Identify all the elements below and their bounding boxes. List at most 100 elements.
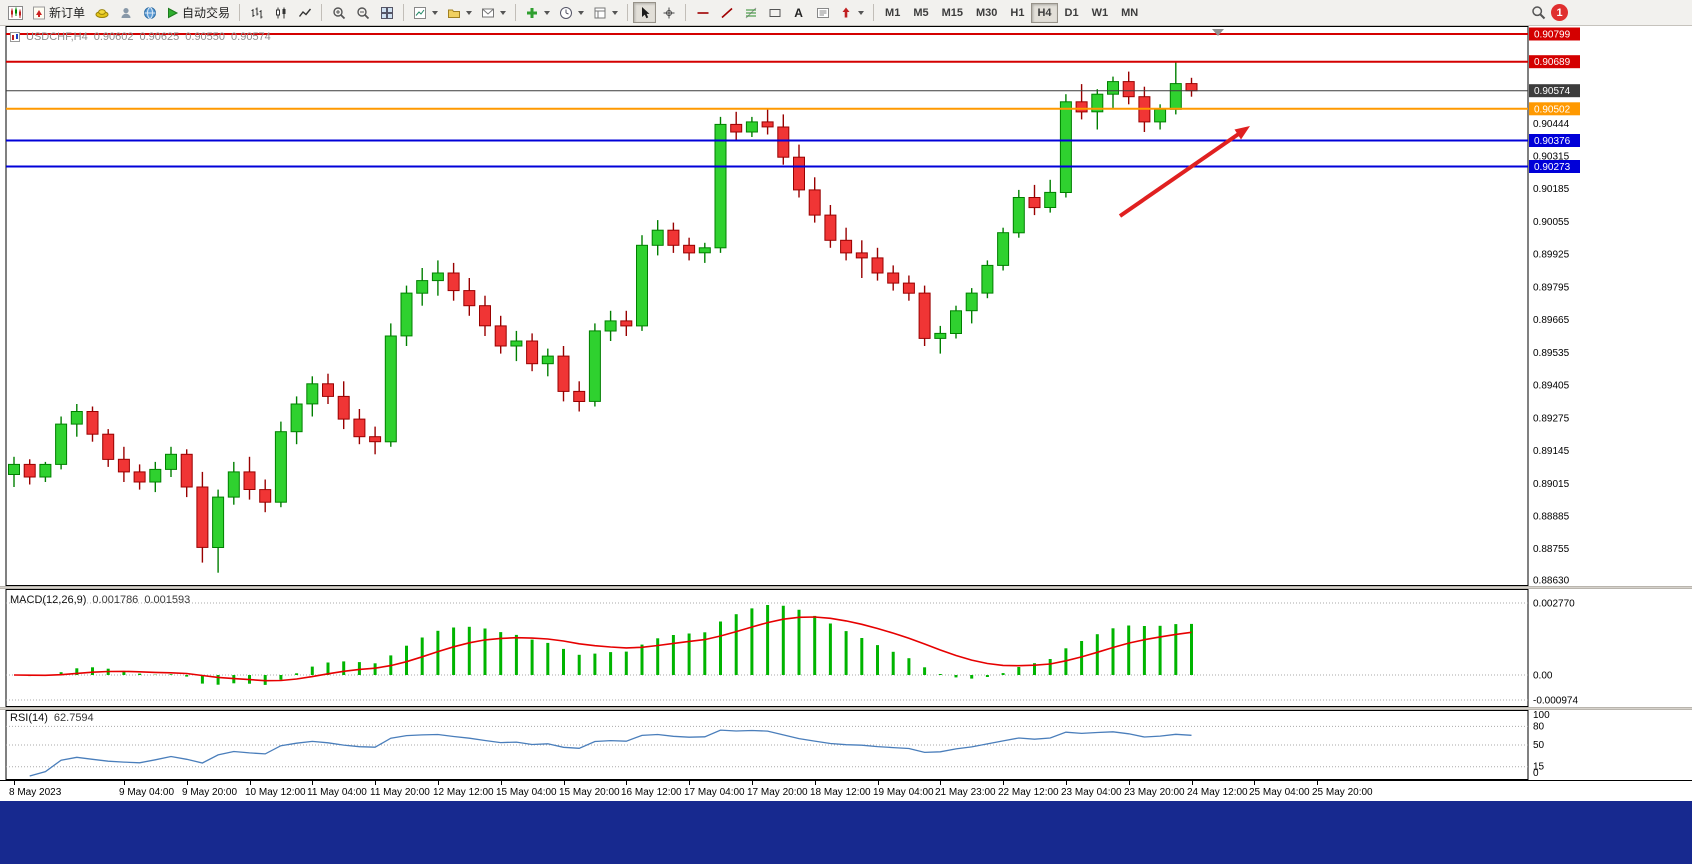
tf-w1-button[interactable]: W1 (1086, 3, 1115, 23)
svg-text:0.89925: 0.89925 (1533, 250, 1570, 261)
indicators-dropdown[interactable] (521, 2, 554, 23)
time-label: 10 May 12:00 (245, 787, 306, 798)
time-tick (1003, 781, 1004, 785)
svg-text:0.002770: 0.002770 (1533, 599, 1575, 610)
dropdown-arrow-icon (544, 10, 551, 15)
price-chart-panel[interactable]: USDCHF,H4 0.90602 0.90625 0.90550 0.9057… (0, 26, 1692, 586)
auto-trading-play-icon (168, 7, 179, 18)
tf-h4-button[interactable]: H4 (1031, 2, 1058, 23)
arrows-tool-dropdown[interactable] (835, 2, 868, 23)
time-tick (940, 781, 941, 785)
time-tick (564, 781, 565, 785)
macd-chart-canvas[interactable]: 0.002770 0.00 -0.000974 (0, 589, 1692, 707)
auto-trading-button[interactable]: 自动交易 (162, 2, 234, 23)
toolbar-separator (239, 4, 241, 21)
cursor-button[interactable] (633, 2, 657, 23)
toolbar-separator (403, 4, 405, 21)
market-watch-button[interactable] (114, 2, 137, 23)
panel-splitter[interactable] (0, 586, 1692, 589)
profiles-dropdown[interactable] (443, 2, 476, 23)
globe-icon (143, 6, 156, 19)
text-tool-button[interactable]: A (787, 2, 810, 23)
rsi-panel[interactable]: RSI(14) 62.7594 100 80 50 15 0 (0, 710, 1692, 780)
panel-splitter[interactable] (0, 707, 1692, 710)
metaeditor-hat-icon (95, 8, 109, 18)
time-tick (1254, 781, 1255, 785)
svg-text:0: 0 (1533, 768, 1539, 779)
svg-text:100: 100 (1533, 710, 1550, 721)
zoom-out-button[interactable] (351, 2, 374, 23)
time-tick (501, 781, 502, 785)
trendline-tool-button[interactable] (715, 2, 738, 23)
svg-text:0.89275: 0.89275 (1533, 413, 1570, 424)
new-order-icon (33, 6, 45, 19)
text-label-tool-button[interactable] (811, 2, 834, 23)
tile-windows-button[interactable] (375, 2, 398, 23)
time-label: 23 May 20:00 (1124, 787, 1185, 798)
main-toolbar: 新订单 自动交易 (0, 0, 1692, 26)
crosshair-button[interactable] (657, 2, 680, 23)
crosshair-icon (663, 7, 675, 18)
time-axis[interactable]: 8 May 2023 9 May 04:00 9 May 20:00 10 May 1… (0, 780, 1692, 801)
dropdown-arrow-icon (466, 10, 473, 15)
toolbar-separator (627, 4, 629, 21)
periods-dropdown[interactable] (555, 2, 588, 23)
time-tick (124, 781, 125, 785)
svg-text:0.89405: 0.89405 (1533, 381, 1570, 392)
macd-panel[interactable]: MACD(12,26,9) 0.001786 0.001593 0.002770… (0, 589, 1692, 707)
chart-shift-marker[interactable] (1212, 29, 1224, 36)
svg-text:0.90689: 0.90689 (1534, 57, 1571, 68)
svg-text:0.90799: 0.90799 (1534, 30, 1571, 41)
trend-arrow-annotation[interactable] (1118, 126, 1250, 218)
cursor-arrow-icon (641, 6, 650, 18)
svg-text:50: 50 (1533, 740, 1545, 751)
svg-text:0.90273: 0.90273 (1534, 162, 1571, 173)
metaeditor-button[interactable] (90, 2, 113, 23)
candlestick-chart-canvas[interactable]: 0.90444 0.90315 0.90185 0.90055 0.89925 0.897… (0, 26, 1692, 586)
time-label: 17 May 04:00 (684, 787, 745, 798)
svg-text:0.90315: 0.90315 (1533, 151, 1570, 162)
alerts-dropdown[interactable] (477, 2, 510, 23)
candlestick-type-button[interactable] (269, 2, 292, 23)
new-order-button[interactable]: 新订单 (28, 2, 89, 23)
time-label: 12 May 12:00 (433, 787, 494, 798)
time-label: 25 May 20:00 (1312, 787, 1373, 798)
svg-text:0.89795: 0.89795 (1533, 282, 1570, 293)
tf-m1-button[interactable]: M1 (879, 3, 906, 23)
line-chart-type-button[interactable] (293, 2, 316, 23)
svg-text:0.89665: 0.89665 (1533, 315, 1570, 326)
new-chart-button[interactable] (4, 2, 27, 23)
notification-badge[interactable]: 1 (1551, 4, 1568, 21)
time-tick (626, 781, 627, 785)
price-tags: 0.90799 0.90689 0.90574 0.90502 0.90376 0.902… (1529, 27, 1580, 173)
horizontal-line-tool-button[interactable] (691, 2, 714, 23)
shapes-tool-button[interactable] (763, 2, 786, 23)
tf-m15-button[interactable]: M15 (936, 3, 969, 23)
new-chart-dropdown[interactable] (409, 2, 442, 23)
fibonacci-tool-button[interactable] (739, 2, 762, 23)
horizontal-level-lines[interactable] (6, 33, 1528, 168)
community-button[interactable] (138, 2, 161, 23)
tf-m30-button[interactable]: M30 (970, 3, 1003, 23)
tf-mn-button[interactable]: MN (1115, 3, 1144, 23)
price-axis-labels: 0.90444 0.90315 0.90185 0.90055 0.89925 0.897… (1533, 119, 1570, 586)
fibonacci-icon (745, 7, 756, 18)
time-tick (14, 781, 15, 785)
tf-d1-button[interactable]: D1 (1059, 3, 1085, 23)
horizontal-line-icon (697, 11, 709, 14)
search-button[interactable] (1527, 2, 1550, 23)
dropdown-arrow-icon (500, 10, 507, 15)
time-label: 16 May 12:00 (621, 787, 682, 798)
templates-dropdown[interactable] (589, 2, 622, 23)
time-tick (187, 781, 188, 785)
bar-chart-type-button[interactable] (245, 2, 268, 23)
svg-text:0.88630: 0.88630 (1533, 576, 1570, 586)
time-label: 21 May 23:00 (935, 787, 996, 798)
tf-m5-button[interactable]: M5 (907, 3, 934, 23)
tf-h1-button[interactable]: H1 (1004, 3, 1030, 23)
search-icon (1532, 6, 1546, 20)
zoom-in-button[interactable] (327, 2, 350, 23)
time-tick (815, 781, 816, 785)
indicators-plus-icon (527, 7, 538, 18)
